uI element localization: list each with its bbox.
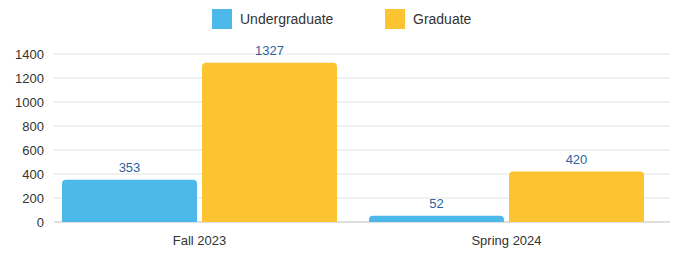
legend-swatch — [212, 9, 232, 29]
chart-svg: 0 200 400 600 800 1000 1200 1400 353 1327 52 420 Fal… — [0, 0, 680, 254]
bars — [62, 63, 644, 222]
legend-label: Graduate — [413, 11, 472, 27]
chart-container: 0 200 400 600 800 1000 1200 1400 353 1327 52 420 Fal… — [0, 0, 680, 254]
y-tick-label: 1000 — [15, 95, 44, 110]
y-tick-label: 0 — [37, 215, 44, 230]
bar — [202, 63, 337, 222]
y-tick-label: 800 — [22, 119, 44, 134]
y-tick-label: 1200 — [15, 71, 44, 86]
y-tick-label: 400 — [22, 167, 44, 182]
data-label: 353 — [119, 160, 141, 175]
grid-line — [54, 102, 670, 103]
grid — [54, 54, 670, 222]
data-label: 420 — [566, 152, 588, 167]
grid-line — [54, 54, 670, 55]
bar — [369, 216, 504, 222]
y-tick-label: 200 — [22, 191, 44, 206]
legend: Undergraduate Graduate — [212, 9, 472, 29]
legend-swatch — [385, 9, 405, 29]
bar — [509, 172, 644, 222]
y-tick-label: 600 — [22, 143, 44, 158]
x-tick-label: Spring 2024 — [471, 233, 541, 248]
x-tick-label: Fall 2023 — [173, 233, 226, 248]
y-tick-label: 1400 — [15, 47, 44, 62]
data-label: 52 — [429, 196, 443, 211]
data-label: 1327 — [255, 43, 284, 58]
grid-line — [54, 126, 670, 127]
data-labels: 353 1327 52 420 — [119, 43, 588, 211]
legend-label: Undergraduate — [240, 11, 334, 27]
bar — [62, 180, 197, 222]
grid-line — [54, 150, 670, 151]
grid-line — [54, 78, 670, 79]
